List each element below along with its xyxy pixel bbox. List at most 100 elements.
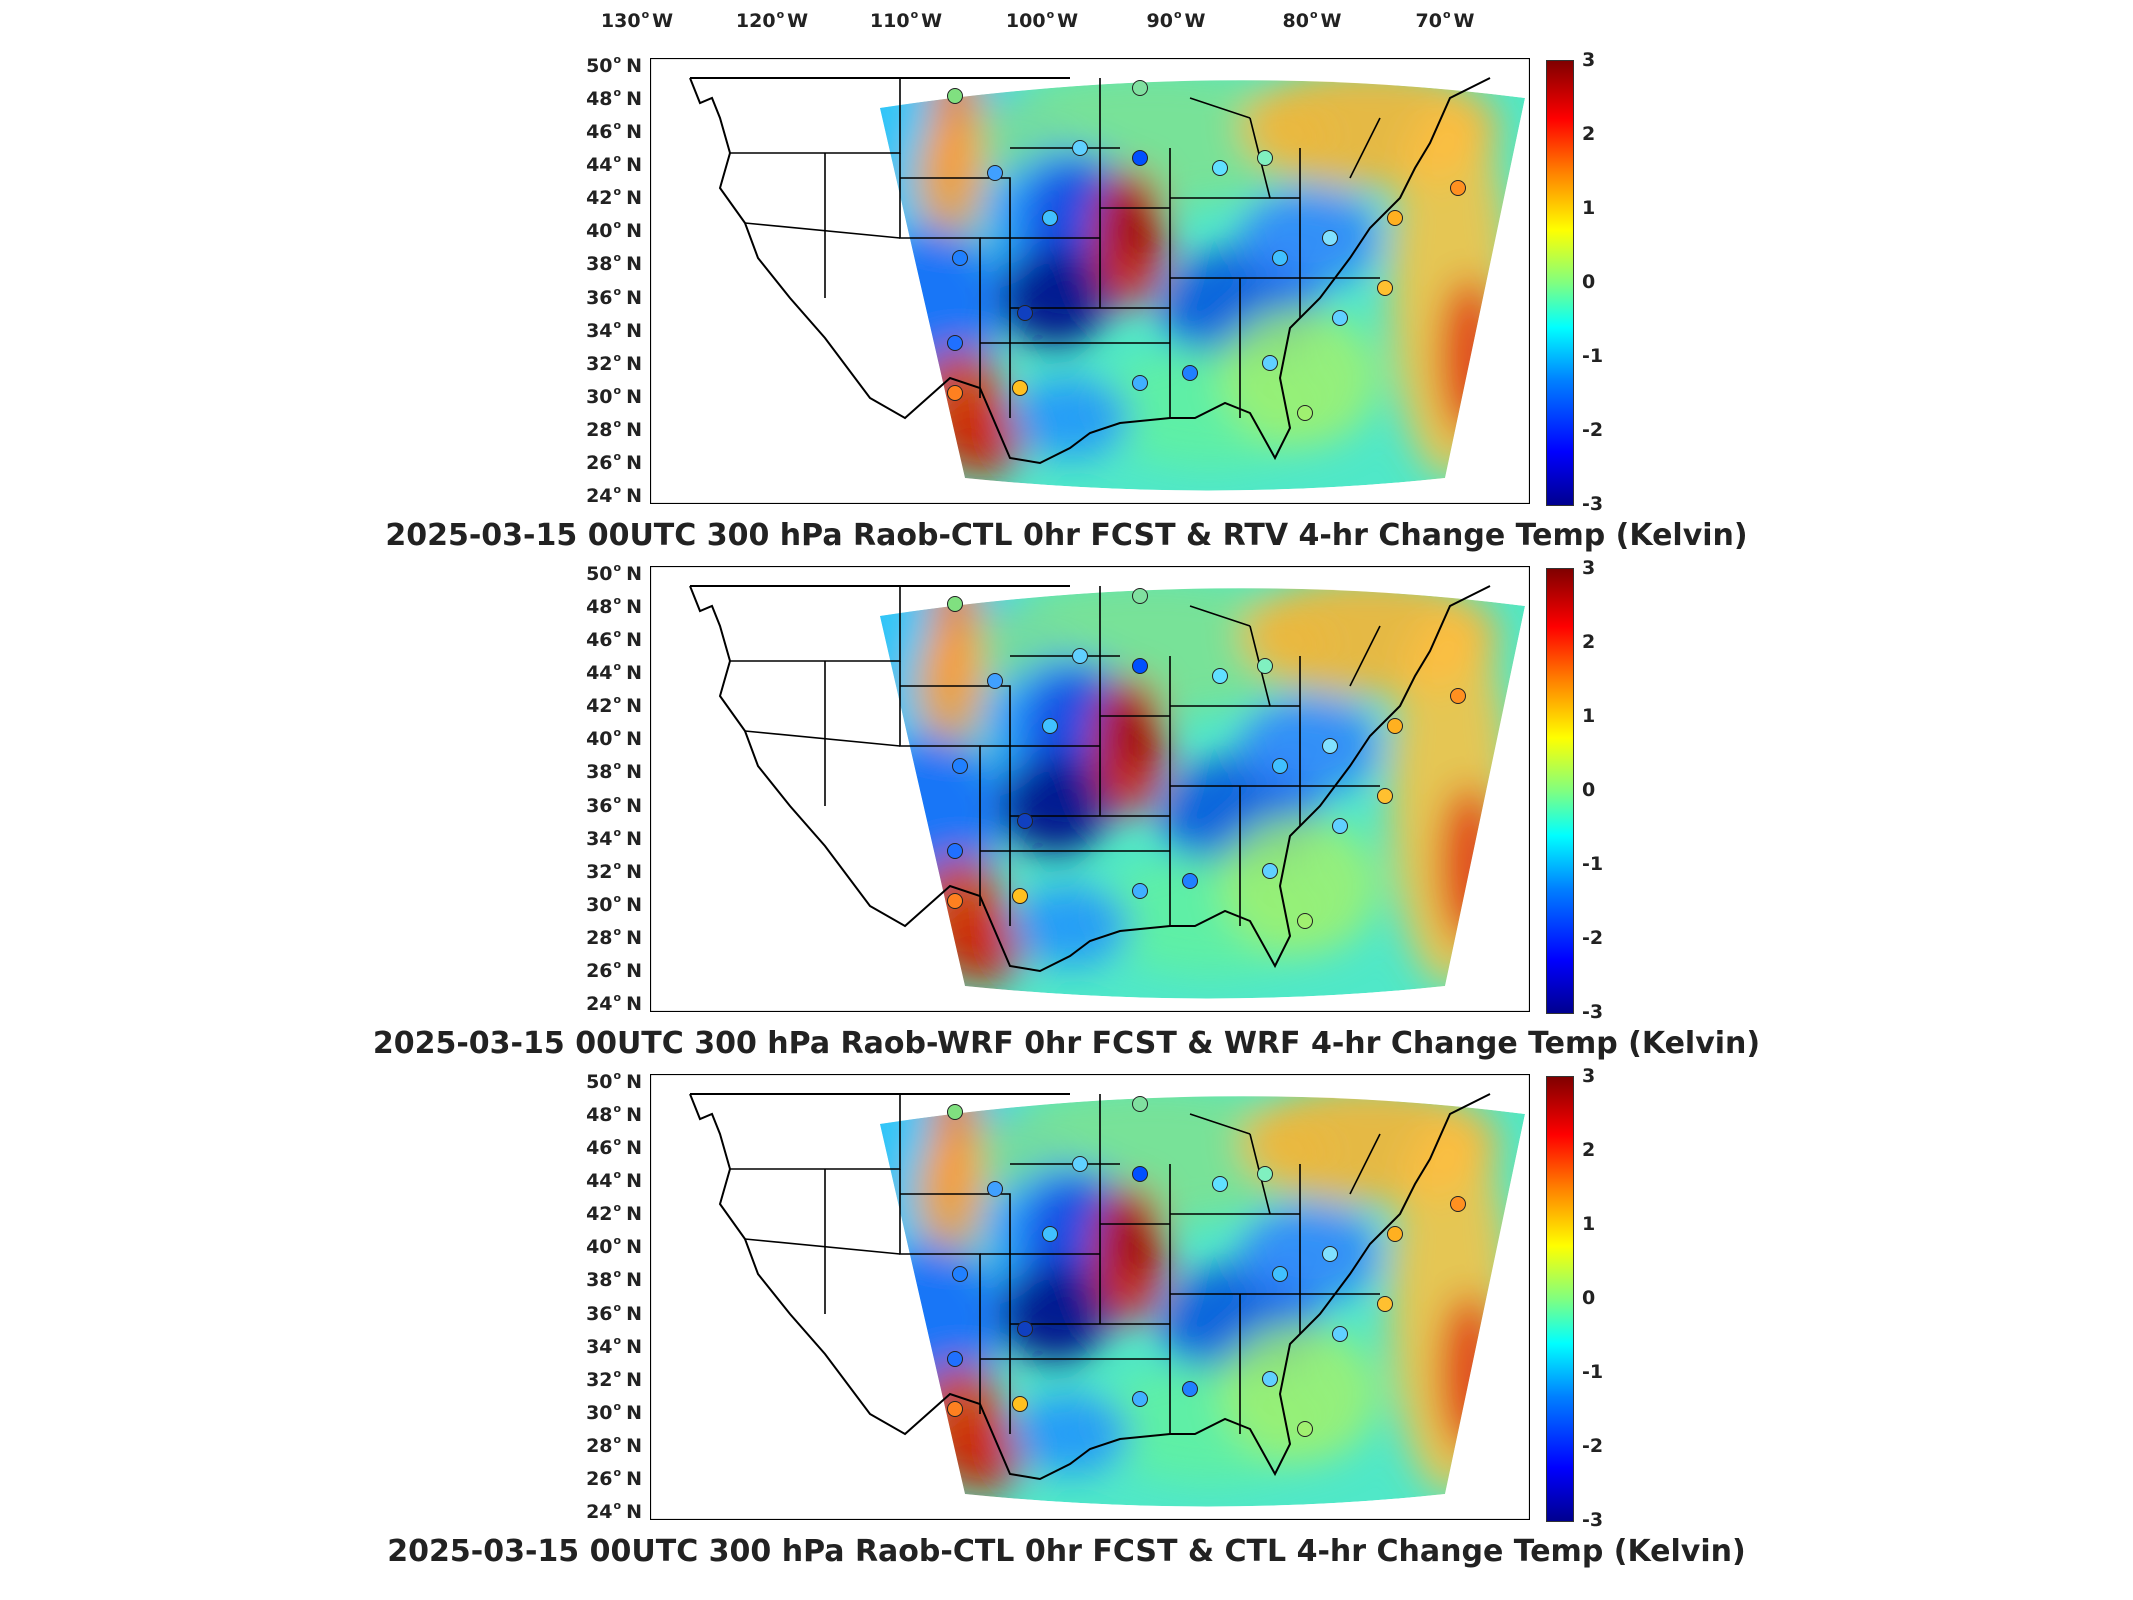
state-boundary: [1349, 117, 1381, 179]
raob-station-marker: [1450, 1196, 1466, 1212]
latitude-label: 46o N: [586, 119, 642, 144]
raob-station-marker: [1017, 305, 1033, 321]
latitude-label: 46o N: [586, 627, 642, 652]
raob-station-marker: [1182, 1381, 1198, 1397]
raob-station-marker: [1017, 813, 1033, 829]
raob-station-marker: [1377, 280, 1393, 296]
latitude-label: 36o N: [586, 792, 642, 817]
raob-station-marker: [947, 596, 963, 612]
raob-station-marker: [1272, 250, 1288, 266]
raob-station-marker: [1212, 160, 1228, 176]
latitude-label: 44o N: [586, 152, 642, 177]
colorbar-tick-label: 3: [1582, 557, 1596, 579]
state-boundary: [1189, 605, 1251, 627]
raob-station-marker: [1450, 688, 1466, 704]
raob-station-marker: [1272, 1266, 1288, 1282]
latitude-label: 40o N: [586, 726, 642, 751]
latitude-label: 24o N: [586, 991, 642, 1015]
latitude-label: 40o N: [586, 218, 642, 243]
raob-station-marker: [1132, 375, 1148, 391]
raob-station-marker: [1042, 1226, 1058, 1242]
temperature-map: [650, 58, 1530, 504]
colorbar-tick-label: 3: [1582, 49, 1596, 71]
latitude-label: 28o N: [586, 416, 642, 441]
colorbar-tick-label: -2: [1582, 1435, 1604, 1457]
colorbar-tick-label: 2: [1582, 1139, 1596, 1161]
latitude-label: 42o N: [586, 1201, 642, 1226]
raob-station-marker: [952, 1266, 968, 1282]
raob-station-marker: [1332, 310, 1348, 326]
latitude-label: 36o N: [586, 1300, 642, 1325]
panel-title: 2025-03-15 00UTC 300 hPa Raob-CTL 0hr FC…: [387, 1534, 1746, 1569]
latitude-label: 48o N: [586, 594, 642, 619]
colorbar-tick-label: -2: [1582, 419, 1604, 441]
latitude-label: 34o N: [586, 825, 642, 850]
temperature-map: [650, 1074, 1530, 1520]
colorbar-tick-label: -1: [1582, 345, 1604, 367]
map-panel-1: 50o N 48o N 46o N 44o N 42o N 40o N 38o N 36o N 34o N 32o N…: [0, 49, 2133, 566]
raob-station-marker: [1042, 718, 1058, 734]
coastline: [689, 1093, 1491, 1481]
colorbar-tick-label: 1: [1582, 1213, 1596, 1235]
raob-station-marker: [947, 88, 963, 104]
raob-station-marker: [1262, 863, 1278, 879]
raob-station-marker: [1332, 818, 1348, 834]
latitude-label: 26o N: [586, 1465, 642, 1490]
raob-station-marker: [1377, 788, 1393, 804]
raob-station-marker: [1262, 355, 1278, 371]
longitude-axis-header: 130o W 120o W 110o W 100o W 90o W 80o W 70o W: [0, 0, 2133, 50]
colorbar-tick-label: 0: [1582, 1287, 1596, 1309]
longitude-label: 120o W: [735, 8, 809, 32]
raob-station-marker: [1012, 1396, 1028, 1412]
raob-station-marker: [1072, 1156, 1088, 1172]
raob-station-marker: [1072, 648, 1088, 664]
map-frame: [650, 566, 1530, 1012]
temperature-map: [650, 566, 1530, 1012]
raob-station-marker: [1322, 738, 1338, 754]
state-boundary: [1189, 97, 1251, 119]
raob-station-marker: [1072, 140, 1088, 156]
raob-station-marker: [1132, 1391, 1148, 1407]
raob-station-marker: [987, 165, 1003, 181]
raob-station-marker: [1132, 883, 1148, 899]
raob-station-marker: [1132, 1166, 1148, 1182]
latitude-label: 50o N: [586, 561, 642, 585]
coastline: [689, 77, 1491, 465]
raob-station-marker: [1257, 658, 1273, 674]
colorbar-tick-label: -3: [1582, 493, 1604, 515]
colorbar: [1546, 60, 1574, 506]
state-boundary: [900, 177, 1011, 418]
latitude-label: 46o N: [586, 1135, 642, 1160]
latitude-label: 50o N: [586, 53, 642, 77]
raob-station-marker: [1450, 180, 1466, 196]
longitude-label: 110o W: [869, 8, 943, 32]
raob-station-marker: [1132, 588, 1148, 604]
latitude-label: 28o N: [586, 1432, 642, 1457]
latitude-label: 34o N: [586, 317, 642, 342]
colorbar-tick-label: 2: [1582, 631, 1596, 653]
longitude-label: 80o W: [1282, 8, 1342, 32]
latitude-label: 24o N: [586, 1499, 642, 1523]
latitude-label: 48o N: [586, 86, 642, 111]
state-boundary: [900, 685, 1011, 926]
longitude-label: 90o W: [1146, 8, 1206, 32]
colorbar-tick-label: 0: [1582, 271, 1596, 293]
panel-title: 2025-03-15 00UTC 300 hPa Raob-CTL 0hr FC…: [385, 518, 1748, 553]
longitude-label: 130o W: [600, 8, 674, 32]
raob-station-marker: [1212, 668, 1228, 684]
state-boundary: [744, 222, 901, 239]
colorbar-tick-label: -2: [1582, 927, 1604, 949]
state-boundary: [1349, 1133, 1381, 1195]
latitude-label: 26o N: [586, 449, 642, 474]
latitude-label: 38o N: [586, 1267, 642, 1292]
raob-station-marker: [1387, 210, 1403, 226]
latitude-label: 44o N: [586, 1168, 642, 1193]
colorbar: [1546, 568, 1574, 1014]
latitude-label: 42o N: [586, 693, 642, 718]
raob-station-marker: [1182, 365, 1198, 381]
longitude-label: 100o W: [1005, 8, 1079, 32]
raob-station-marker: [1322, 230, 1338, 246]
latitude-label: 36o N: [586, 284, 642, 309]
raob-station-marker: [1012, 888, 1028, 904]
raob-station-marker: [1132, 1096, 1148, 1112]
